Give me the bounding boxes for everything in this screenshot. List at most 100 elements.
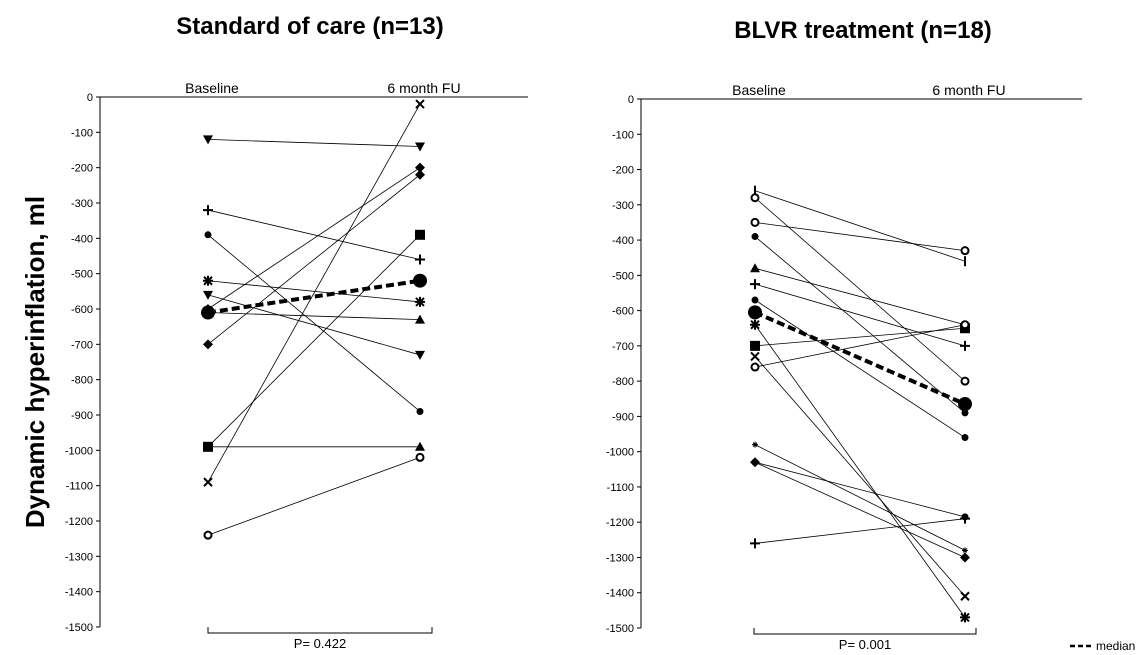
series-line: [754, 299, 966, 438]
y-tick-label: -1400: [65, 587, 93, 599]
series-line: [207, 234, 421, 412]
series: [203, 229, 425, 452]
y-tick-label: -200: [71, 163, 93, 175]
marker-square: [415, 229, 425, 240]
marker-plus: [960, 513, 970, 524]
series: [754, 185, 966, 267]
marker-plus: [415, 254, 425, 265]
y-tick-label: -600: [71, 304, 93, 316]
series: [750, 279, 970, 351]
median-point: [413, 273, 427, 288]
category-label: Baseline: [185, 80, 239, 96]
category-label: 6 month FU: [932, 82, 1005, 98]
series: [203, 452, 425, 540]
y-tick-label: -500: [71, 269, 93, 281]
series: [203, 169, 425, 350]
series: [750, 193, 970, 386]
median-point: [748, 305, 762, 320]
legend: median: [1070, 639, 1135, 653]
marker-plus: [960, 340, 970, 351]
marker-asterisk: [750, 319, 760, 330]
marker-square: [750, 340, 760, 351]
marker-open-circle: [960, 320, 970, 330]
series-line: [754, 518, 966, 544]
y-tick-label: -100: [612, 129, 634, 141]
series: [752, 441, 968, 554]
series-line: [754, 324, 966, 368]
marker-plus: [750, 538, 760, 549]
series: [750, 320, 970, 372]
chart-title: Standard of care (n=13): [176, 13, 443, 40]
legend-median-label: median: [1096, 639, 1135, 653]
y-tick-label: -500: [612, 270, 634, 282]
series-line: [754, 236, 966, 414]
series-line: [754, 461, 966, 558]
median-point: [201, 305, 215, 320]
median-line: [754, 310, 966, 406]
marker-circle: [961, 434, 969, 442]
marker-circle: [204, 231, 212, 239]
series-line: [207, 167, 421, 310]
marker-triangle-down: [203, 135, 213, 145]
series: [750, 319, 970, 623]
median-line: [207, 278, 421, 315]
marker-open-circle: [415, 452, 425, 462]
marker-triangle: [203, 441, 213, 451]
chart-panel-blvr-treatment: BLVR treatment (n=18) 0 -100 -200 -300 -400 -5…: [606, 17, 1082, 652]
y-tick-label: -900: [71, 410, 93, 422]
marker-x: [750, 351, 760, 362]
y-axis-label: Dynamic hyperinflation, ml: [20, 196, 50, 528]
y-tick-label: -600: [612, 306, 634, 318]
p-value-label: P= 0.001: [839, 637, 891, 652]
y-tick-label: -200: [612, 165, 634, 177]
marker-asterisk: [960, 612, 970, 623]
marker-open-circle: [750, 217, 760, 227]
marker-diamond: [415, 162, 425, 173]
y-tick-label: -1000: [65, 445, 93, 457]
y-tick-label: -400: [71, 233, 93, 245]
marker-open-circle: [960, 246, 970, 256]
marker-diamond: [203, 339, 213, 350]
median-point: [958, 397, 972, 412]
y-tick-label: -900: [612, 411, 634, 423]
series-line: [754, 222, 966, 252]
marker-circle: [751, 296, 759, 304]
series: [750, 513, 970, 549]
series-line: [754, 356, 966, 597]
y-tick-label: -300: [612, 200, 634, 212]
marker-diamond: [960, 552, 970, 563]
series-line: [754, 461, 966, 518]
series-line: [207, 294, 421, 356]
marker-circle: [961, 409, 969, 417]
p-value-bracket: [753, 628, 977, 635]
marker-triangle: [750, 263, 760, 273]
series-line: [754, 324, 966, 618]
series: [204, 231, 424, 415]
median-series: [201, 273, 427, 320]
series: [203, 290, 425, 360]
p-value-bracket: [207, 627, 433, 634]
marker-diamond: [415, 169, 425, 180]
y-tick-label: -1100: [66, 481, 93, 493]
y-tick-label: -1300: [606, 552, 634, 564]
series-line: [207, 103, 421, 483]
y-tick-label: 0: [628, 94, 634, 106]
y-tick-label: -1500: [65, 622, 93, 634]
y-tick-label: -300: [71, 198, 93, 210]
marker-circle: [751, 233, 759, 241]
marker-x: [960, 591, 970, 601]
y-tick-label: -1200: [65, 516, 93, 528]
chart-title: BLVR treatment (n=18): [734, 17, 992, 44]
marker-triangle: [415, 441, 425, 451]
marker-x: [203, 477, 213, 487]
series: [750, 351, 970, 601]
marker-plus: [750, 279, 760, 290]
category-label: 6 month FU: [387, 80, 460, 96]
marker-open-circle: [750, 193, 760, 203]
y-tick-label: -700: [71, 339, 93, 351]
series: [203, 205, 425, 265]
marker-asterisk: [415, 296, 425, 307]
series-line: [207, 174, 421, 345]
y-tick-label: -1500: [606, 623, 634, 635]
marker-plus: [203, 205, 213, 216]
